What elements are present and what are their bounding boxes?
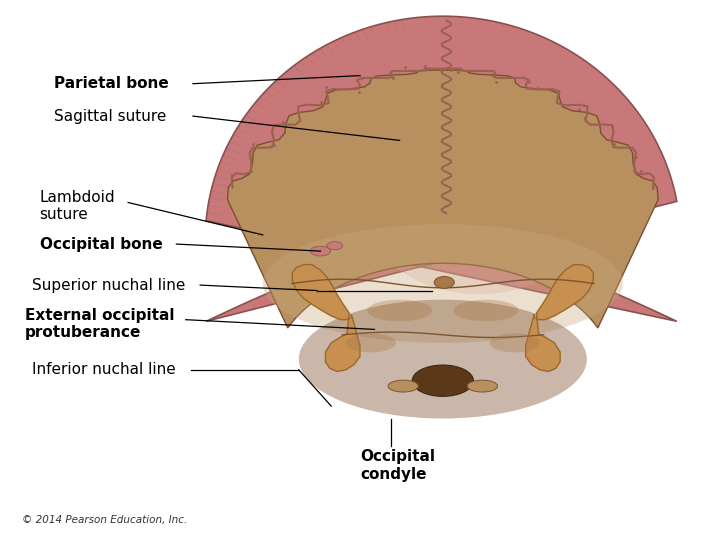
Ellipse shape — [327, 241, 343, 249]
Text: Lambdoid
suture: Lambdoid suture — [40, 190, 115, 222]
Text: Sagittal suture: Sagittal suture — [54, 109, 166, 124]
Ellipse shape — [263, 224, 623, 343]
Ellipse shape — [353, 78, 605, 294]
Ellipse shape — [467, 380, 498, 392]
Polygon shape — [526, 265, 593, 372]
Ellipse shape — [310, 246, 330, 256]
Ellipse shape — [388, 380, 418, 392]
Polygon shape — [228, 70, 658, 328]
Text: Occipital
condyle: Occipital condyle — [360, 449, 435, 482]
Text: Superior nuchal line: Superior nuchal line — [32, 278, 186, 293]
Polygon shape — [206, 16, 677, 321]
Text: Occipital bone: Occipital bone — [40, 237, 162, 252]
Ellipse shape — [367, 300, 432, 321]
Polygon shape — [292, 265, 360, 372]
Ellipse shape — [412, 365, 474, 396]
Ellipse shape — [346, 333, 396, 352]
Text: External occipital
protuberance: External occipital protuberance — [25, 308, 175, 340]
Ellipse shape — [299, 300, 587, 418]
Ellipse shape — [490, 333, 540, 352]
Text: © 2014 Pearson Education, Inc.: © 2014 Pearson Education, Inc. — [22, 515, 187, 525]
Text: Inferior nuchal line: Inferior nuchal line — [32, 362, 176, 377]
Ellipse shape — [454, 300, 518, 321]
Text: Parietal bone: Parietal bone — [54, 76, 168, 91]
Ellipse shape — [434, 276, 454, 288]
